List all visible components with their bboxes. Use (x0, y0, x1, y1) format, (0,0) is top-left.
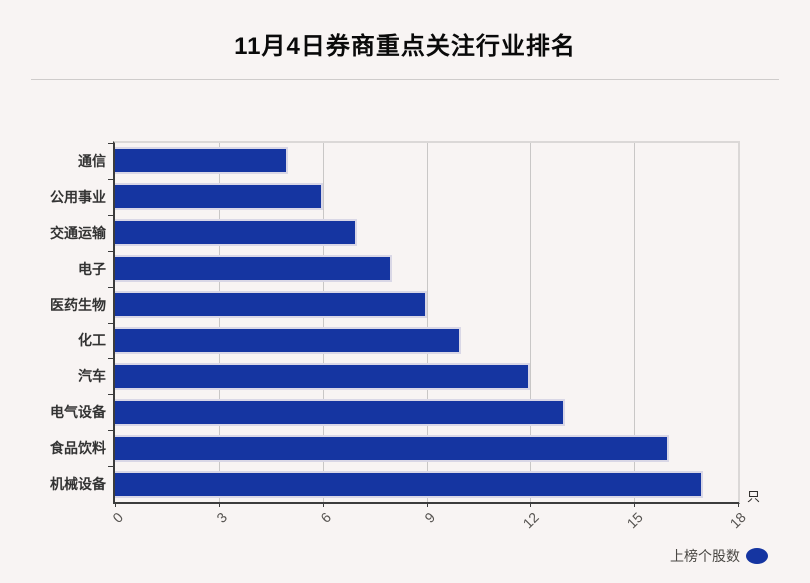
category-label: 食品饮料 (50, 440, 106, 457)
y-tick-mark (108, 394, 113, 396)
category-label: 机械设备 (50, 476, 106, 493)
category-label: 电子 (78, 260, 106, 277)
chart-title: 11月4日券商重点关注行业排名 (234, 33, 576, 60)
bar (115, 398, 565, 426)
x-tick-label-text: 18 (726, 509, 750, 532)
category-label: 电气设备 (50, 404, 106, 421)
category-label: 医药生物 (50, 296, 106, 313)
category-label: 化工 (78, 332, 106, 349)
bar (115, 255, 392, 283)
y-tick-mark (108, 322, 113, 324)
x-tick-mark (426, 502, 428, 507)
legend-marker-icon (746, 548, 768, 564)
gridline (426, 143, 428, 502)
y-axis-labels: 通信公用事业交通运输电子医药生物化工汽车电气设备食品饮料机械设备 (0, 141, 106, 500)
gridline (634, 143, 636, 502)
y-tick-mark (108, 214, 113, 216)
x-tick-mark (322, 502, 324, 507)
y-tick-mark (108, 430, 113, 432)
bar (115, 362, 531, 390)
gridline (530, 143, 532, 502)
category-label: 汽车 (78, 368, 106, 385)
x-axis-unit-label: 只 (747, 489, 761, 504)
x-tick-label-text: 12 (519, 509, 542, 532)
bar (115, 291, 427, 319)
bar-chart-plot: 0 3 6 9 12 15 18 (108, 141, 749, 531)
y-tick-mark (108, 286, 113, 288)
legend-label: 上榜个股数 (670, 548, 740, 564)
y-tick-mark (108, 143, 113, 144)
bar (115, 470, 704, 498)
bar (115, 183, 323, 211)
x-tick-mark (634, 502, 636, 507)
x-tick-label-text: 9 (420, 509, 438, 526)
y-tick-mark (108, 250, 113, 252)
x-tick-mark (530, 502, 532, 507)
category-label: 通信 (78, 152, 106, 169)
category-label: 公用事业 (50, 188, 106, 205)
x-tick-label-text: 15 (623, 509, 646, 532)
x-tick-mark (218, 502, 220, 507)
title-divider (31, 79, 779, 80)
x-tick-mark (738, 502, 739, 507)
bar (115, 434, 669, 462)
x-tick-mark (115, 502, 116, 507)
legend: 上榜个股数 (670, 546, 768, 566)
gridline (218, 143, 220, 502)
y-tick-mark (108, 358, 113, 360)
y-tick-mark (108, 178, 113, 180)
bar (115, 147, 289, 175)
y-tick-mark (108, 466, 113, 468)
bar (115, 219, 358, 247)
x-tick-label-text: 6 (317, 509, 334, 526)
x-tick-label-text: 0 (109, 509, 127, 526)
gridline (322, 143, 324, 502)
bar (115, 326, 462, 354)
x-tick-label-text: 3 (213, 509, 231, 526)
category-label: 交通运输 (50, 224, 106, 241)
